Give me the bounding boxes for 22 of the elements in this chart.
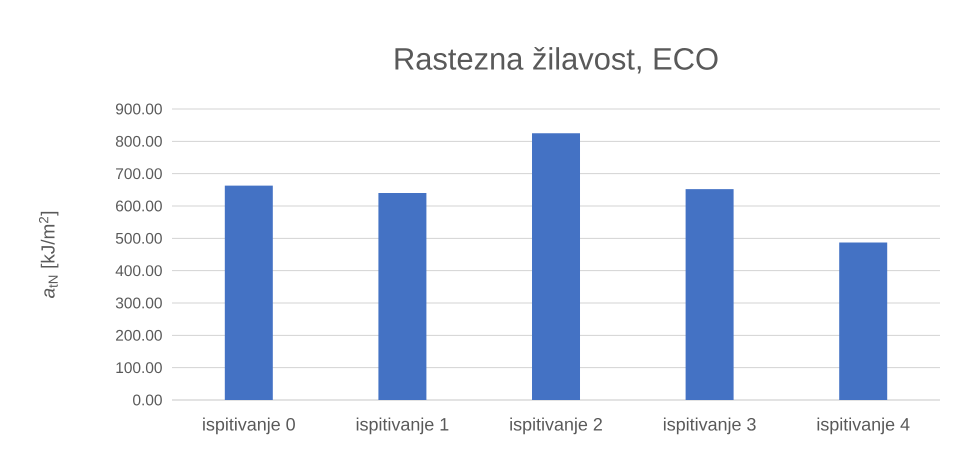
bar xyxy=(532,133,580,400)
x-tick-label: ispitivanje 1 xyxy=(356,418,448,434)
y-tick-label: 900.00 xyxy=(116,104,162,114)
chart-title: Rastezna žilavost, ECO xyxy=(395,47,718,74)
y-tick-label: 100.00 xyxy=(116,362,162,374)
x-tick-label: ispitivanje 0 xyxy=(203,418,295,434)
bar xyxy=(224,186,273,400)
y-tick-label: 800.00 xyxy=(116,136,162,147)
bar xyxy=(686,189,734,400)
y-tick-label: 300.00 xyxy=(116,298,162,308)
y-tick-label: 500.00 xyxy=(116,232,162,244)
x-tick-label: ispitivanje 3 xyxy=(664,418,756,434)
y-tick-label: 200.00 xyxy=(116,330,162,341)
y-axis-title: a$_{tN}$ [kJ/m$^{2}$] xyxy=(38,212,58,298)
y-tick-label: 0.00 xyxy=(133,394,162,406)
x-tick-label: ispitivanje 2 xyxy=(510,418,602,434)
x-tick-label: ispitivanje 4 xyxy=(818,418,910,434)
bar xyxy=(378,193,426,400)
y-tick-label: 600.00 xyxy=(116,200,162,212)
bar xyxy=(839,242,888,400)
y-tick-label: 400.00 xyxy=(116,265,162,276)
y-tick-label: 700.00 xyxy=(116,168,162,180)
